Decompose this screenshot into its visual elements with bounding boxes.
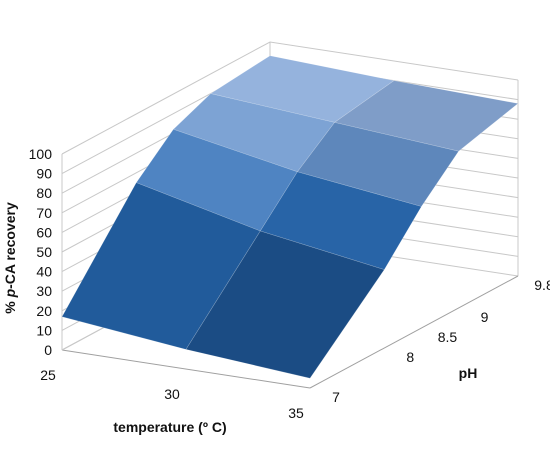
temperature-axis-line <box>61 349 311 389</box>
z-tick-label: 80 <box>36 185 52 201</box>
y-tick-label: 9 <box>481 309 489 325</box>
y-tick-label: 9.8 <box>534 277 550 293</box>
y-tick-label: 8.5 <box>438 329 458 345</box>
z-tick-label: 50 <box>36 244 52 260</box>
z-axis-title-part-1: % <box>2 297 18 313</box>
z-tick-label: 60 <box>36 224 52 240</box>
surface-cell-t30-ph7 <box>185 230 385 379</box>
z-tick-label: 20 <box>36 303 52 319</box>
z-tick-label: 90 <box>36 166 52 182</box>
z-tick-label: 70 <box>36 205 52 221</box>
z-tick-label: 100 <box>29 146 53 162</box>
y-tick-label: 7 <box>332 389 340 405</box>
x-tick-label: 25 <box>40 367 56 383</box>
z-axis-title: % p-CA recovery <box>2 202 18 314</box>
ph-axis-line <box>309 275 519 389</box>
axis-tick-labels: 0 10 20 30 40 50 60 70 80 90 100 25 30 35 7 8 8.5 9 9.8 <box>29 146 550 421</box>
y-axis-title: pH <box>459 365 478 381</box>
z-axis-title-part-3: -CA recovery <box>2 202 18 289</box>
surface-plot <box>61 55 519 379</box>
z-axis-title-part-2: p <box>2 288 18 298</box>
y-tick-label: 8 <box>406 349 414 365</box>
x-tick-label: 30 <box>164 386 180 402</box>
z-tick-label: 10 <box>36 322 52 338</box>
x-tick-label: 35 <box>288 405 304 421</box>
z-tick-label: 0 <box>44 342 52 358</box>
z-tick-label: 40 <box>36 264 52 280</box>
x-axis-title: temperature (º C) <box>113 419 226 435</box>
z-tick-label: 30 <box>36 283 52 299</box>
